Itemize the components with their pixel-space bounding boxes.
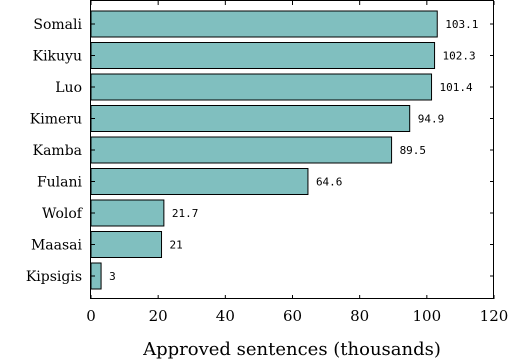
bar-wolof	[90, 199, 165, 227]
data-label-kipsigis: 3	[109, 270, 116, 283]
bars-group	[90, 10, 438, 290]
x-tick-label: 60	[283, 307, 302, 325]
category-label-somali: Somali	[33, 17, 82, 33]
data-label-luo: 101.4	[440, 81, 473, 94]
data-labels: 103.1 102.3 101.4 94.9 89.5 64.6 21.7 21 3	[109, 18, 478, 283]
plot-frame	[90, 0, 494, 299]
data-label-somali: 103.1	[445, 18, 478, 31]
bar-kamba	[90, 136, 393, 164]
data-label-maasai: 21	[170, 239, 183, 252]
x-axis-ticks: 0 20 40 60 80 100 120	[86, 1, 508, 325]
data-label-fulani: 64.6	[316, 176, 343, 189]
category-label-kipsigis: Kipsigis	[26, 269, 82, 285]
x-axis-title: Approved sentences (thousands)	[142, 339, 441, 360]
category-label-luo: Luo	[55, 80, 82, 96]
bar-somali	[90, 10, 438, 38]
bar-maasai	[90, 231, 163, 258]
x-tick-label: 120	[480, 307, 509, 325]
x-tick-label: 100	[413, 307, 442, 325]
x-tick-label: 0	[86, 307, 96, 325]
data-label-kimeru: 94.9	[418, 113, 445, 126]
category-label-maasai: Maasai	[31, 238, 83, 254]
category-labels: Somali Kikuyu Luo Kimeru Kamba Fulani Wolof Maa…	[26, 17, 84, 285]
category-label-kikuyu: Kikuyu	[33, 49, 82, 65]
bar-kimeru	[90, 105, 411, 132]
category-label-fulani: Fulani	[37, 175, 83, 191]
x-tick-label: 40	[216, 307, 235, 325]
data-label-wolof: 21.7	[172, 207, 199, 220]
y-axis-ticks	[91, 23, 494, 277]
category-label-wolof: Wolof	[42, 206, 84, 222]
category-label-kamba: Kamba	[33, 143, 82, 159]
bar-luo	[90, 73, 433, 101]
category-label-kimeru: Kimeru	[30, 112, 82, 128]
bar-fulani	[90, 168, 309, 195]
x-tick-label: 80	[350, 307, 369, 325]
bar-kikuyu	[90, 42, 436, 69]
data-label-kamba: 89.5	[400, 144, 427, 157]
x-tick-label: 20	[149, 307, 168, 325]
data-label-kikuyu: 102.3	[443, 50, 476, 63]
